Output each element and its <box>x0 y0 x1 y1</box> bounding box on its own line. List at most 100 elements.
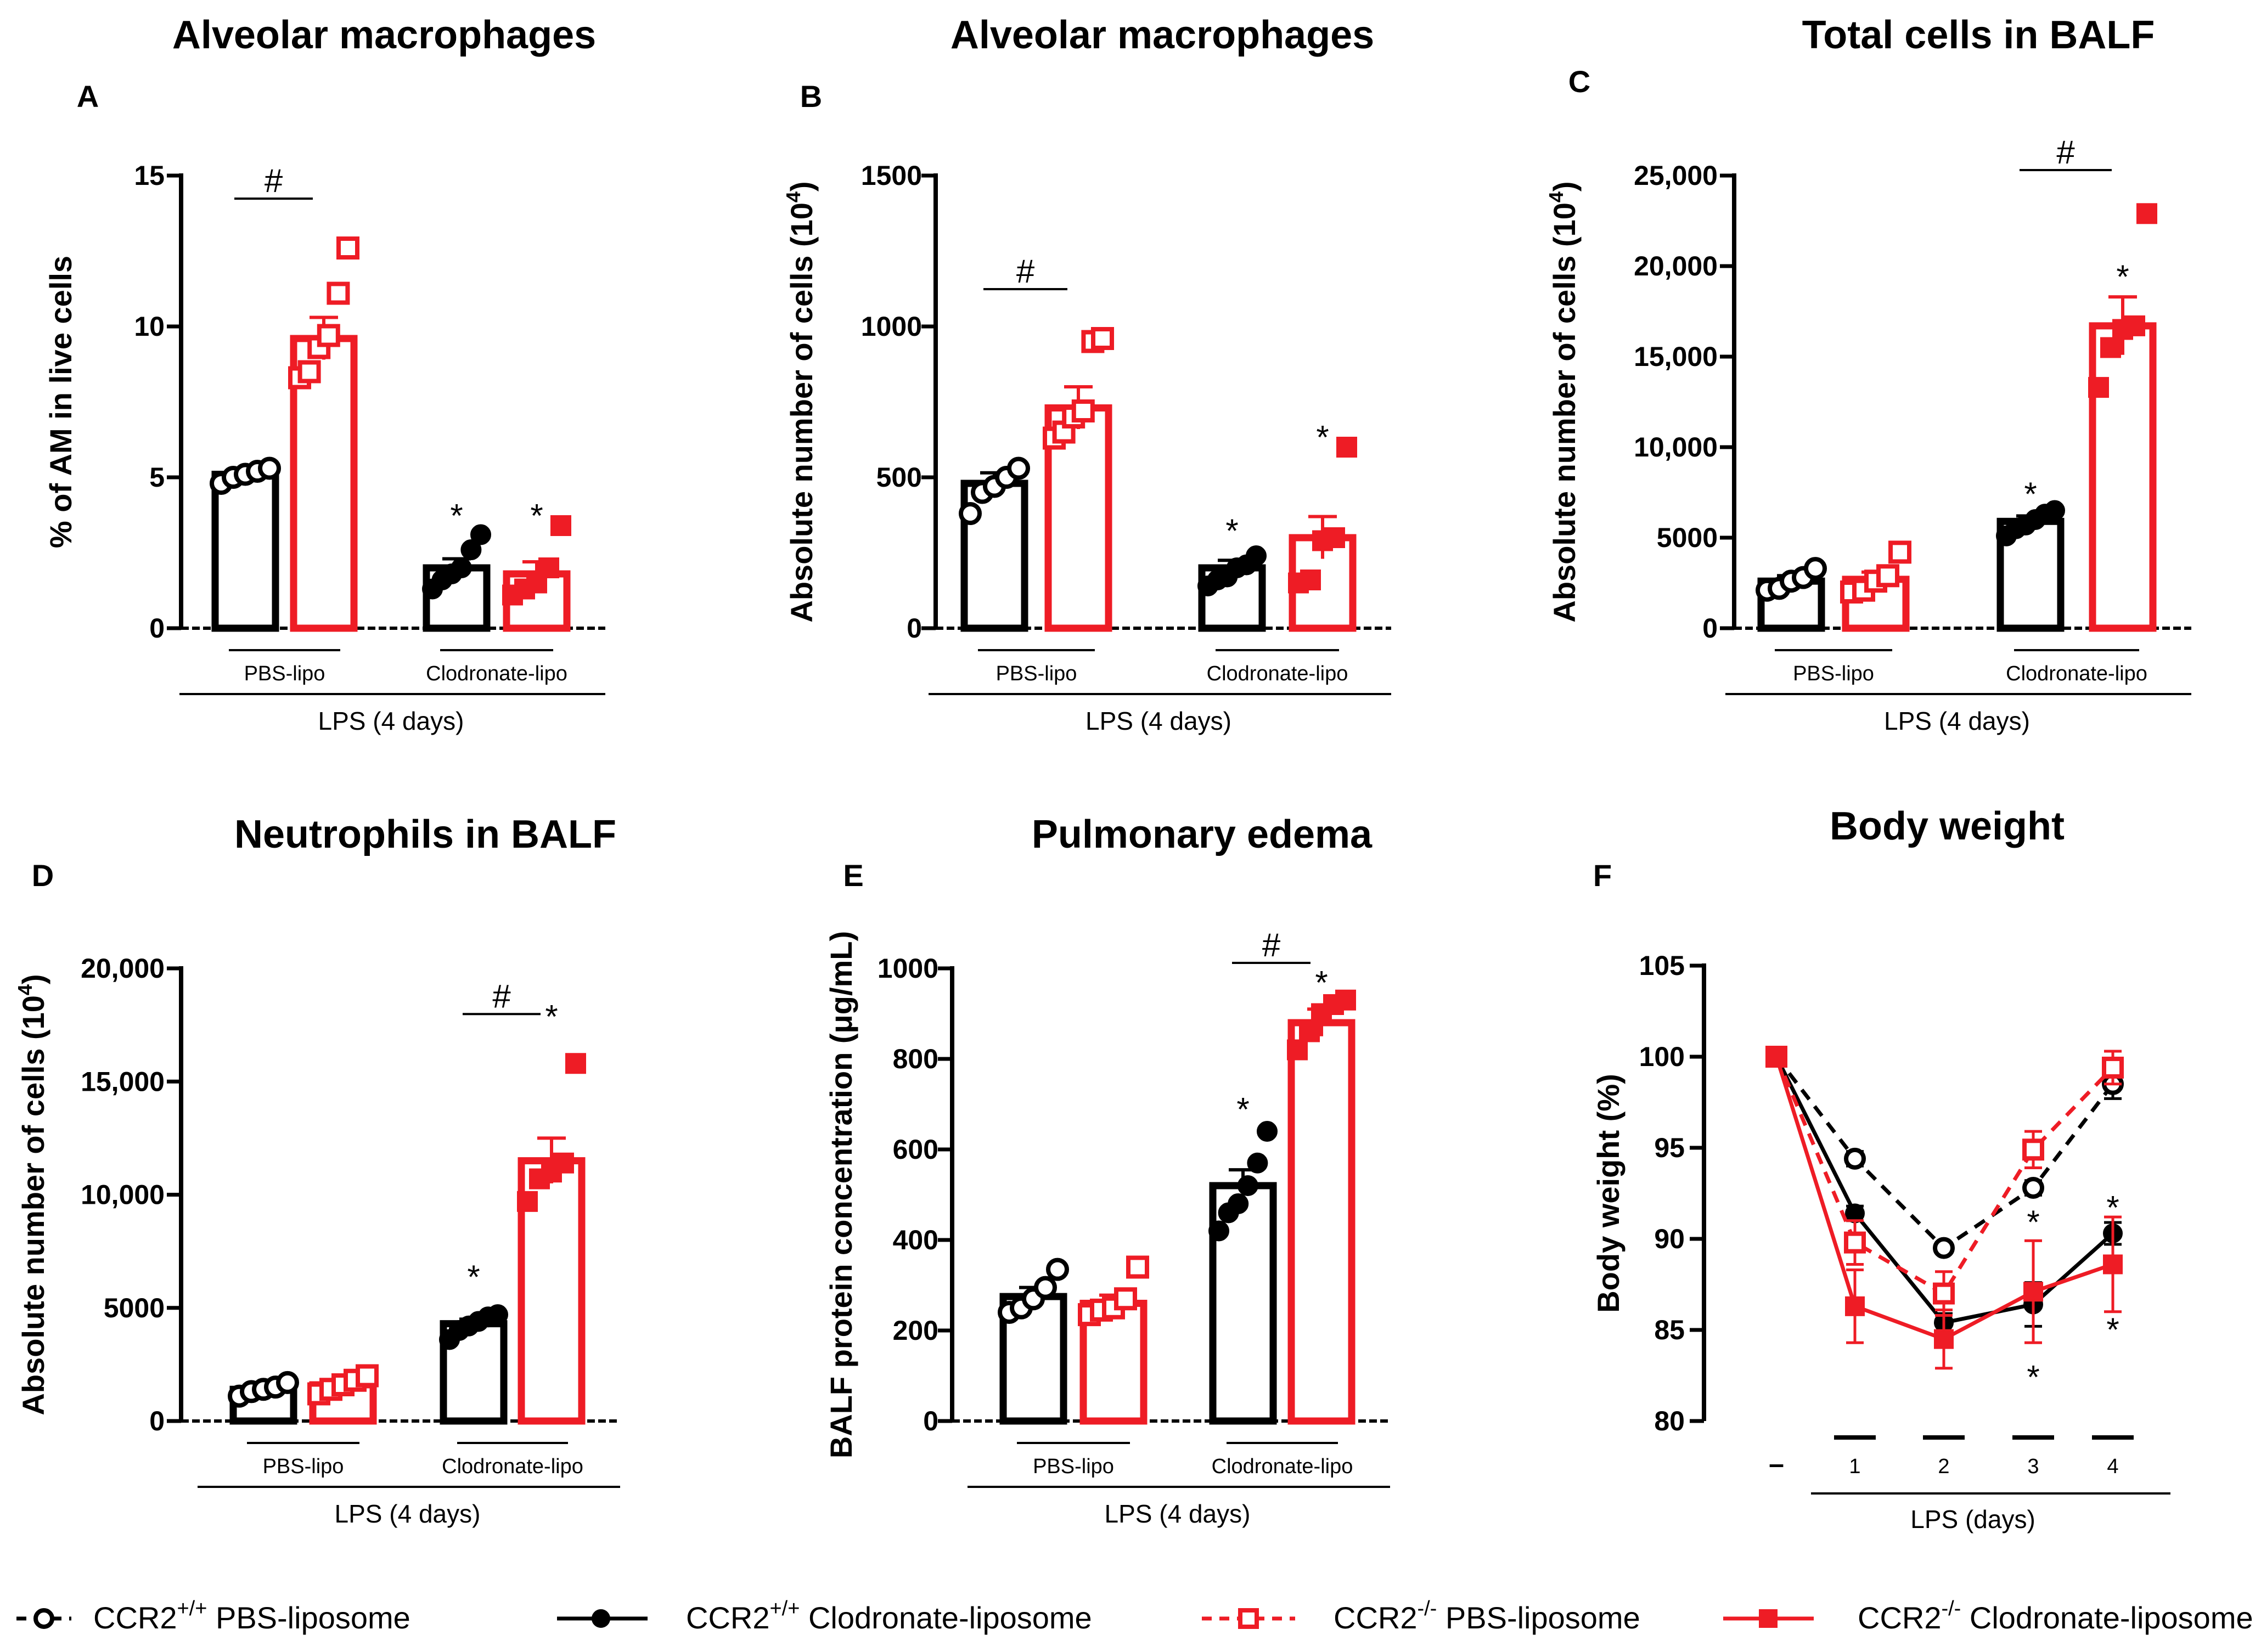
data-point <box>2044 500 2065 521</box>
y-axis-label-text: BALF protein concentration (μg/mL) <box>824 931 858 1458</box>
significance-star: * <box>1236 1091 1249 1128</box>
y-tick-label: 5000 <box>104 1293 165 1323</box>
data-point <box>1208 1220 1229 1242</box>
data-point <box>538 557 559 578</box>
y-tick-label: 10 <box>134 311 165 342</box>
legend-marker <box>592 1609 610 1628</box>
data-point <box>460 539 482 560</box>
y-tick-label: 0 <box>907 613 922 644</box>
y-tick-label: 200 <box>893 1315 938 1346</box>
data-point <box>1300 570 1321 590</box>
y-axis-label-text: Absolute number of cells (10 <box>784 202 819 623</box>
data-point <box>526 572 547 594</box>
data-point <box>2124 315 2145 336</box>
chart-title: Total cells in BALF <box>1802 13 2155 57</box>
y-axis-label: Absolute number of cells (104) <box>14 974 50 1415</box>
data-point <box>1091 327 1114 350</box>
significance-star: * <box>1225 512 1238 549</box>
legend-label: CCR2+/+ PBS-liposome <box>93 1597 410 1635</box>
panel-letter: F <box>1593 858 1612 893</box>
hash-mark: # <box>1262 927 1281 963</box>
y-axis-label-end: ) <box>784 181 819 191</box>
y-tick-label: 15 <box>134 160 165 191</box>
data-point <box>1126 1255 1149 1279</box>
y-axis-label-text: % of AM in live cells <box>43 256 78 548</box>
legend-label-text: CCR2 <box>1858 1600 1941 1635</box>
x-tick-label: 1 <box>1849 1455 1860 1478</box>
chart-title: Neutrophils in BALF <box>234 813 616 856</box>
panel-letter: C <box>1568 64 1590 99</box>
y-axis-label-text: Absolute number of cells (10 <box>1547 202 1582 623</box>
legend-marker <box>33 1608 54 1629</box>
chart-title: Alveolar macrophages <box>172 13 596 57</box>
data-point <box>2023 1282 2043 1302</box>
data-point <box>1247 1152 1268 1174</box>
data-point <box>1071 399 1095 422</box>
data-point <box>1844 1231 1866 1254</box>
y-tick-label: 0 <box>1702 613 1718 644</box>
legend-label: CCR2-/- Clodronate-liposome <box>1858 1597 2253 1635</box>
y-tick-label: 95 <box>1654 1132 1685 1163</box>
y-tick-label: 1500 <box>861 160 922 191</box>
bar <box>211 471 279 632</box>
panel-letter: B <box>800 79 822 114</box>
data-point <box>470 524 491 545</box>
y-tick-label: 15,000 <box>1634 341 1718 372</box>
legend-label-rest: PBS-liposome <box>1437 1600 1640 1635</box>
data-point <box>1034 1276 1057 1299</box>
data-point <box>1246 545 1267 566</box>
x-axis-label: LPS (days) <box>1910 1505 2035 1533</box>
data-point <box>2136 203 2157 224</box>
x-axis-label: LPS (4 days) <box>1085 707 1231 735</box>
chart-title: Pulmonary edema <box>1032 813 1373 856</box>
group-label: PBS-lipo <box>263 1455 344 1478</box>
legend-label-sup: +/+ <box>177 1597 207 1620</box>
data-point <box>1257 1121 1278 1142</box>
y-tick-label: 500 <box>876 462 922 493</box>
y-axis-label-sup: 4 <box>1545 191 1567 202</box>
group-label: PBS-lipo <box>1033 1455 1114 1478</box>
legend: CCR2+/+ PBS-liposome CCR2+/+ Clodronate-l… <box>16 1597 2253 1635</box>
y-tick-label: 1000 <box>861 311 922 342</box>
data-point <box>258 456 281 480</box>
x-axis-label: LPS (4 days) <box>335 1499 481 1528</box>
y-tick-label: 80 <box>1654 1406 1685 1436</box>
y-tick-label: 20,000 <box>1634 251 1718 281</box>
legend-label-sup: -/- <box>1941 1597 1961 1620</box>
legend-label-text: CCR2 <box>1334 1600 1417 1635</box>
y-tick-label: 5000 <box>1657 522 1718 553</box>
y-tick-label: 10,000 <box>81 1180 165 1210</box>
data-point <box>959 502 982 525</box>
significance-star: * <box>545 998 558 1035</box>
data-point <box>1845 1296 1865 1316</box>
y-tick-label: 85 <box>1654 1315 1685 1345</box>
significance-star: * <box>2106 1311 2119 1348</box>
panel-letter: D <box>32 858 54 893</box>
significance-star: * <box>1316 419 1329 456</box>
y-axis-label: BALF protein concentration (μg/mL) <box>824 931 858 1458</box>
data-point <box>2103 1254 2123 1275</box>
y-tick-label: 1000 <box>878 953 938 984</box>
x-tick-label: 2 <box>1938 1455 1949 1478</box>
data-point <box>565 1053 586 1074</box>
chart-title: Body weight <box>1830 804 2065 848</box>
data-point <box>1324 527 1345 548</box>
data-point <box>1804 557 1827 580</box>
data-point <box>1876 564 1899 588</box>
y-axis-label-end: ) <box>1547 181 1582 191</box>
data-point <box>451 557 472 578</box>
y-tick-label: 10,000 <box>1634 432 1718 463</box>
x-tick-label: – <box>1769 1448 1784 1479</box>
legend-label-rest: Clodronate-liposome <box>1961 1600 2253 1635</box>
legend-marker <box>1759 1609 1778 1628</box>
series-line <box>1774 1056 2114 1296</box>
x-axis-label: LPS (4 days) <box>318 707 464 735</box>
chart-title: Alveolar macrophages <box>950 13 1374 57</box>
data-point <box>317 324 340 347</box>
data-point <box>2022 1177 2044 1199</box>
hash-mark: # <box>265 162 283 199</box>
group-label: Clodronate-lipo <box>2006 662 2147 685</box>
panel-f: Body weight F Body weight (%) 80 85 90 95 100 10… <box>1591 804 2170 1533</box>
legend-label-sup: +/+ <box>769 1597 800 1620</box>
